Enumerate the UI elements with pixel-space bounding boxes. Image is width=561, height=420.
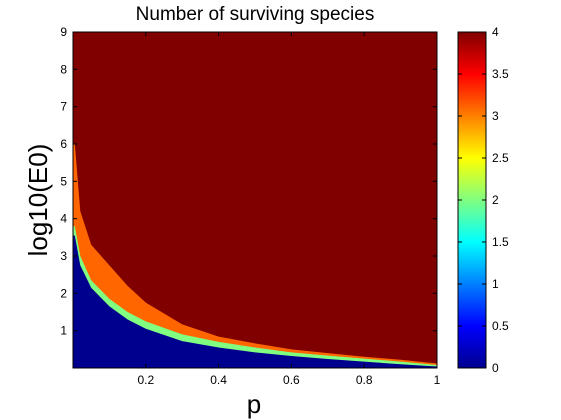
x-axis-ticks: 0.2 0.4 0.6 0.8 1 bbox=[137, 32, 441, 387]
y-tick-label: 2 bbox=[60, 286, 67, 300]
colorbar-tick: 0 bbox=[458, 361, 499, 375]
colorbar-tick: 2 bbox=[458, 193, 499, 207]
region-value-4 bbox=[73, 32, 437, 364]
y-tick-label: 9 bbox=[60, 25, 67, 39]
y-tick-label: 1 bbox=[60, 324, 67, 338]
x-tick: 0.8 bbox=[356, 32, 373, 387]
colorbar-tick: 1 bbox=[458, 277, 499, 291]
colorbar: 0 0.5 1 1.5 2 2.5 3 3.5 4 bbox=[457, 25, 509, 375]
plot-area bbox=[72, 31, 438, 369]
y-tick: 2 bbox=[60, 286, 437, 300]
colorbar-tick: 3 bbox=[458, 109, 499, 123]
y-tick-label: 5 bbox=[60, 174, 67, 188]
plot-frame bbox=[72, 31, 438, 369]
y-tick-label: 6 bbox=[60, 137, 67, 151]
x-tick-label: 0.4 bbox=[210, 373, 227, 387]
colorbar-tick-label: 1 bbox=[492, 277, 499, 291]
colorbar-tick-label: 4 bbox=[492, 25, 499, 39]
y-axis-label: log10(E0) bbox=[23, 144, 53, 257]
colorbar-tick-label: 0.5 bbox=[492, 319, 509, 333]
colorbar-tick: 1.5 bbox=[458, 235, 509, 249]
y-tick: 1 bbox=[60, 324, 437, 338]
colorbar-tick: 4 bbox=[458, 25, 499, 39]
y-tick: 6 bbox=[60, 137, 437, 151]
colorbar-tick-label: 0 bbox=[492, 361, 499, 375]
y-tick-label: 3 bbox=[60, 249, 67, 263]
colorbar-tick-label: 2 bbox=[492, 193, 499, 207]
x-tick-label: 0.8 bbox=[356, 373, 373, 387]
x-tick-label: 0.2 bbox=[137, 373, 154, 387]
colorbar-tick: 0.5 bbox=[458, 319, 509, 333]
colorbar-scale bbox=[457, 31, 487, 369]
y-tick: 4 bbox=[60, 212, 437, 226]
colorbar-tick: 2.5 bbox=[458, 151, 509, 165]
x-tick: 1 bbox=[434, 32, 441, 387]
colorbar-tick-label: 3.5 bbox=[492, 67, 509, 81]
y-tick-label: 8 bbox=[60, 62, 67, 76]
chart-title: Number of surviving species bbox=[136, 4, 375, 25]
x-tick-label: 0.6 bbox=[283, 373, 300, 387]
y-tick-label: 4 bbox=[60, 212, 67, 226]
y-tick: 9 bbox=[60, 25, 437, 39]
x-tick: 0.4 bbox=[210, 32, 227, 387]
colorbar-tick: 3.5 bbox=[458, 67, 509, 81]
y-tick: 7 bbox=[60, 100, 437, 114]
colorbar-tick-label: 3 bbox=[492, 109, 499, 123]
y-tick: 8 bbox=[60, 62, 437, 76]
y-tick: 3 bbox=[60, 249, 437, 263]
y-axis-ticks: 1 2 3 4 5 6 7 8 9 bbox=[60, 25, 437, 338]
x-tick-label: 1 bbox=[434, 373, 441, 387]
y-tick: 5 bbox=[60, 174, 437, 188]
colorbar-tick-label: 1.5 bbox=[492, 235, 509, 249]
colorbar-tick-label: 2.5 bbox=[492, 151, 509, 165]
x-tick: 0.6 bbox=[283, 32, 300, 387]
x-tick: 0.2 bbox=[137, 32, 154, 387]
x-axis-label: p bbox=[247, 389, 261, 419]
y-tick-label: 7 bbox=[60, 100, 67, 114]
